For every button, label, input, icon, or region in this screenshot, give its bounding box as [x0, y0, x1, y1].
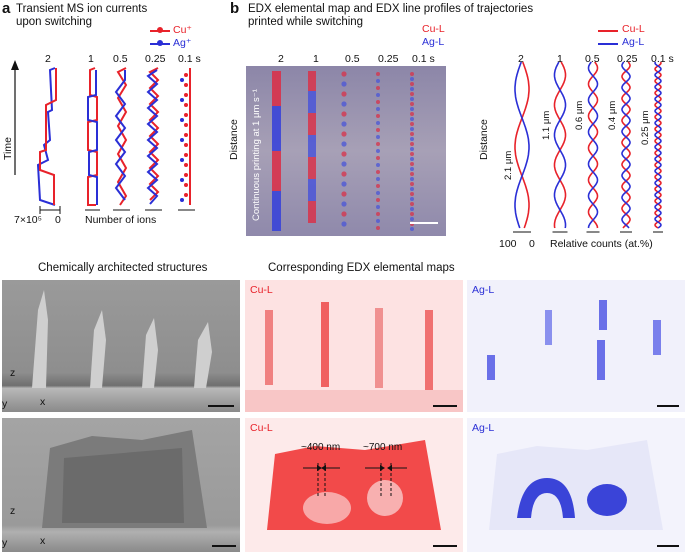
panel-b-ann-06: 0.6 μm: [574, 100, 585, 130]
panel-b-map-col-05: 0.5: [345, 53, 360, 65]
panel-b-legend-cu: Cu-L: [422, 23, 445, 35]
panel-c-cu-map: Cu-L: [245, 280, 463, 412]
panel-b-prof-legend-ag: Ag-L: [622, 36, 645, 48]
panel-c-header-left: Chemically architected structures: [38, 262, 208, 274]
panel-c-sem-image: [2, 280, 240, 412]
panel-b-prof-col-025: 0.25: [617, 53, 638, 65]
panel-d-scale-bar: [212, 545, 236, 547]
panel-c-ag-map: Ag-L: [467, 280, 685, 412]
panel-c-ag-label: Ag-L: [472, 284, 495, 296]
panel-d-dim-left: ~400 nm: [301, 442, 341, 453]
panel-a-xtick-left: 7×10⁵: [14, 214, 43, 226]
panel-b-map-col-2: 2: [278, 53, 284, 65]
panel-a-xtick-zero: 0: [55, 214, 61, 226]
panel-c-cu-label: Cu-L: [250, 284, 273, 296]
legend-cu-ion: Cu⁺: [173, 24, 192, 36]
panel-b-prof-col-05: 0.5: [585, 53, 600, 65]
panel-d-ag-label: Ag-L: [472, 422, 495, 434]
legend-ag-ion: Ag⁺: [173, 37, 192, 49]
panel-b-ann-11: 1.1 μm: [541, 110, 552, 140]
panel-b-xaxis-label: Relative counts (at.%): [550, 238, 653, 250]
panel-b-prof-col-01: 0.1 s: [651, 53, 674, 65]
panel-d-axis-z: z: [10, 505, 16, 517]
panel-b-prof-col-2: 2: [518, 53, 524, 65]
panel-c-axis-x: x: [40, 396, 46, 408]
panel-d-cu-map: Cu-L ~400 nm ~700 nm: [245, 418, 463, 552]
panel-d-cu-label: Cu-L: [250, 422, 273, 434]
panel-b-title-line1: EDX elemental map and EDX line profiles …: [248, 3, 534, 15]
panel-b-prof-col-1: 1: [557, 53, 563, 65]
panel-a-yaxis-arrow: [11, 60, 19, 175]
panel-b-ann-025: 0.25 μm: [640, 110, 651, 145]
panel-b-map-yaxis-label: Distance: [228, 119, 240, 160]
panel-a-xaxis-label: Number of ions: [85, 214, 157, 226]
panel-d-cu-scale-bar: [433, 545, 457, 547]
panel-a-col-025: 0.25: [145, 53, 166, 65]
panel-b-edx-map: Continuous printing at 1 μm s⁻¹: [246, 66, 446, 236]
panel-b-ann-21: 2.1 μm: [503, 150, 514, 180]
panel-c-ag-scale-bar: [657, 405, 679, 407]
panel-d-axis-x: x: [40, 535, 46, 547]
panel-d-axis-y: y: [2, 537, 8, 549]
panel-c-header-right: Corresponding EDX elemental maps: [268, 262, 455, 274]
panel-b-legend-ag: Ag-L: [422, 36, 445, 48]
panel-b-prof-legend-ag-line: [598, 43, 618, 45]
panel-c-axis-z: z: [10, 367, 16, 379]
panel-b-map-col-025: 0.25: [378, 53, 399, 65]
panel-b-title: EDX elemental map and EDX line profiles …: [248, 3, 533, 29]
panel-a-title-line2: upon switching: [16, 16, 93, 28]
panel-b-xtick-left: 100: [499, 238, 517, 250]
panel-a-title: Transient MS ion currents upon switching: [16, 3, 147, 29]
panel-b-profiles: [513, 61, 663, 233]
panel-c-cu-scale-bar: [433, 405, 457, 407]
panel-d-sem-image: [2, 418, 240, 552]
panel-b-map-col-01: 0.1 s: [412, 53, 435, 65]
panel-b-prof-legend-cu-line: [598, 30, 618, 32]
panel-b-ann-04: 0.4 μm: [607, 100, 618, 130]
panel-b-title-line2: printed while switching: [248, 16, 364, 28]
panel-a-title-line1: Transient MS ion currents: [16, 3, 148, 15]
panel-b-scale-bar: [410, 222, 438, 224]
panel-b-map-text: Continuous printing at 1 μm s⁻¹: [251, 89, 262, 221]
panel-a-label: a: [2, 0, 11, 17]
panel-d-ag-scale-bar: [657, 545, 679, 547]
panel-b-prof-legend-cu: Cu-L: [622, 23, 645, 35]
panel-a-col-2: 2: [45, 53, 51, 65]
panel-c-axis-y: y: [2, 398, 8, 410]
panel-b-label: b: [230, 0, 240, 17]
panel-b-xtick-zero: 0: [529, 238, 535, 250]
panel-a-traces: [36, 67, 195, 214]
panel-a-col-01: 0.1 s: [178, 53, 201, 65]
panel-b-map-col-1: 1: [313, 53, 319, 65]
panel-b-prof-yaxis-label: Distance: [478, 119, 490, 160]
panel-c-scale-bar: [208, 405, 234, 407]
panel-a-col-1: 1: [88, 53, 94, 65]
panel-a-col-05: 0.5: [113, 53, 128, 65]
panel-d-ag-map: Ag-L: [467, 418, 685, 552]
panel-a-legend: Cu⁺ Ag⁺: [150, 24, 210, 52]
panel-d-dim-right: ~700 nm: [363, 442, 403, 453]
